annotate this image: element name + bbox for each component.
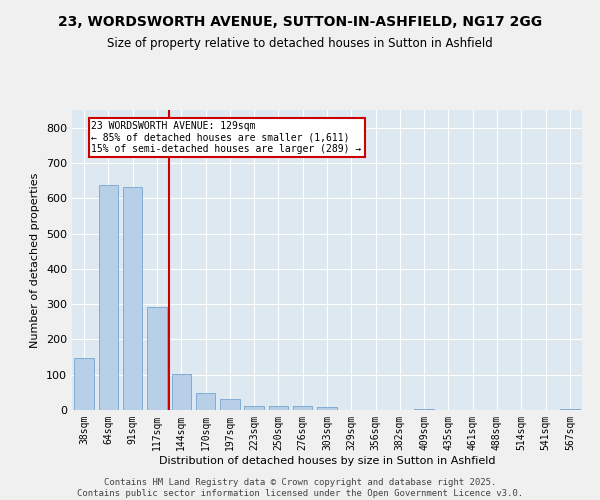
Bar [317,407,337,410]
Text: 23 WORDSWORTH AVENUE: 129sqm
← 85% of detached houses are smaller (1,611)
15% of: 23 WORDSWORTH AVENUE: 129sqm ← 85% of de… [91,120,362,154]
X-axis label: Distribution of detached houses by size in Sutton in Ashfield: Distribution of detached houses by size … [159,456,495,466]
Bar [147,308,167,410]
Bar [415,408,434,410]
Text: Contains HM Land Registry data © Crown copyright and database right 2025.
Contai: Contains HM Land Registry data © Crown c… [77,478,523,498]
Y-axis label: Number of detached properties: Number of detached properties [31,172,40,348]
Bar [244,406,264,410]
Text: 23, WORDSWORTH AVENUE, SUTTON-IN-ASHFIELD, NG17 2GG: 23, WORDSWORTH AVENUE, SUTTON-IN-ASHFIEL… [58,15,542,29]
Bar [172,374,191,410]
Text: Size of property relative to detached houses in Sutton in Ashfield: Size of property relative to detached ho… [107,38,493,51]
Bar [99,185,118,410]
Bar [196,393,215,410]
Bar [269,406,288,410]
Bar [220,400,239,410]
Bar [74,358,94,410]
Bar [123,187,142,410]
Bar [293,406,313,410]
